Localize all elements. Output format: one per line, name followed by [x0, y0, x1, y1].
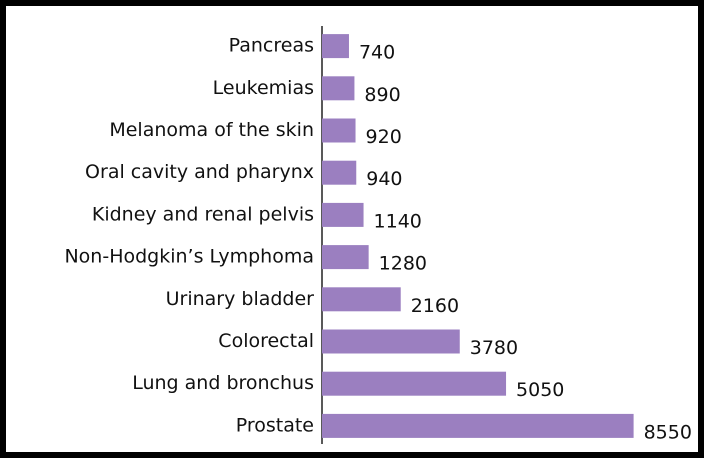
value-label: 3780: [470, 337, 518, 359]
bar: [322, 34, 349, 59]
category-label: Leukemias: [213, 77, 314, 99]
bar: [322, 76, 355, 101]
value-label: 890: [364, 84, 400, 106]
bar: [322, 160, 357, 185]
category-label: Melanoma of the skin: [109, 119, 314, 141]
bar: [322, 245, 369, 270]
bar: [322, 413, 634, 438]
category-label: Urinary bladder: [166, 288, 315, 310]
bar: [322, 371, 507, 396]
bar: [322, 329, 460, 354]
category-label: Prostate: [236, 414, 314, 436]
category-label: Oral cavity and pharynx: [85, 161, 314, 183]
value-label: 2160: [411, 295, 459, 317]
value-label: 740: [359, 42, 395, 64]
value-label: 1140: [374, 210, 422, 232]
category-label: Colorectal: [218, 330, 314, 352]
category-label: Non-Hodgkin’s Lymphoma: [64, 246, 314, 268]
bar: [322, 118, 356, 143]
value-label: 8550: [644, 421, 692, 443]
value-label: 940: [366, 168, 402, 190]
category-label: Lung and bronchus: [132, 372, 314, 394]
value-label: 920: [366, 126, 402, 148]
category-label: Pancreas: [229, 35, 314, 57]
value-label: 1280: [379, 253, 427, 275]
bar: [322, 202, 364, 227]
bar: [322, 287, 401, 312]
category-label: Kidney and renal pelvis: [92, 203, 314, 225]
value-label: 5050: [516, 379, 564, 401]
